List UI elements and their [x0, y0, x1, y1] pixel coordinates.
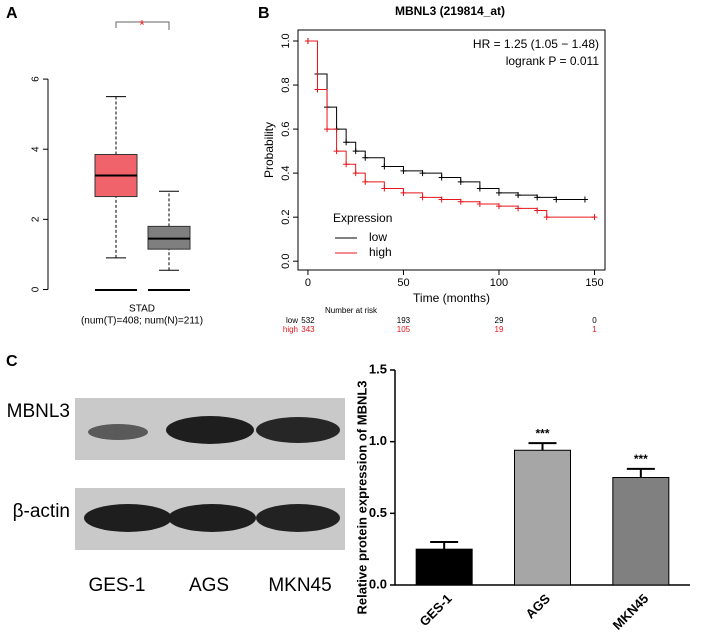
annotation: HR = 1.25 (1.05 − 1.48) [473, 37, 599, 51]
risk-row-label: high [283, 325, 298, 334]
x-label: STAD [129, 304, 155, 315]
significance: *** [535, 426, 549, 440]
survival-step [355, 150, 366, 158]
panel-label: B [258, 5, 270, 22]
survival-step [460, 181, 481, 189]
x-tick-label: MKN45 [610, 591, 652, 633]
plot-frame [297, 29, 606, 271]
x-tick-label: GES-1 [417, 591, 455, 629]
survival-step [479, 188, 500, 193]
western-blot [75, 398, 345, 550]
survival-step [317, 88, 328, 130]
risk-row-label: low [286, 316, 298, 325]
survival-step [307, 40, 318, 75]
risk-value: 19 [495, 325, 504, 334]
significance: * [139, 17, 145, 33]
bar [612, 477, 670, 586]
blot-lane-label: MKN45 [268, 575, 331, 596]
survival-step [327, 106, 338, 130]
blot-lane-label: GES-1 [88, 575, 145, 596]
y-tick-label: 0 [31, 286, 42, 292]
y-tick-label: 0.8 [280, 77, 292, 92]
panel-label: A [6, 5, 18, 22]
survival-step [441, 177, 462, 182]
survival-step [403, 192, 424, 198]
x-tick-label: 0 [305, 277, 311, 289]
survival-step [317, 73, 328, 108]
survival-step [336, 150, 347, 165]
y-tick-label: 4 [31, 146, 42, 152]
y-label: Relative protein expression of MBNL3 [354, 380, 369, 614]
legend-label: high [369, 245, 392, 259]
risk-value: 193 [397, 316, 411, 325]
subtitle: (num(T)=408; num(N)=211) [81, 316, 203, 327]
y-tick-label: 0.6 [280, 121, 292, 136]
blot-band [256, 504, 340, 532]
y-tick-label: 0.2 [280, 210, 292, 225]
survival-step [537, 210, 548, 218]
survival-step [384, 166, 404, 171]
blot-lane-label: AGS [189, 575, 229, 596]
survival-step [384, 188, 404, 193]
annotation: logrank P = 0.011 [506, 54, 600, 68]
x-tick-label: 50 [397, 277, 409, 289]
y-label: Probability [262, 122, 276, 178]
y-tick-label: 2 [31, 216, 42, 222]
legend-title: Expression [333, 211, 392, 225]
y-tick-label: 1.0 [369, 433, 387, 448]
blot-row-label: MBNL3 [7, 401, 70, 422]
survival-step [422, 172, 443, 178]
blot-band [166, 416, 254, 444]
survival-step [346, 163, 357, 174]
chart-title: MBNL3 (219814_at) [395, 4, 505, 18]
y-tick-label: 0.4 [280, 165, 292, 180]
survival-step [365, 181, 385, 189]
censor-mark [581, 196, 588, 203]
risk-value: 0 [592, 316, 597, 325]
survival-step [336, 128, 347, 143]
y-tick-label: 1.0 [280, 33, 292, 48]
risk-value: 29 [495, 316, 504, 325]
blot-band [88, 424, 148, 440]
y-tick-label: 0.0 [369, 576, 387, 591]
risk-value: 105 [397, 325, 411, 334]
y-tick-label: 0.5 [369, 505, 387, 520]
significance-bracket [115, 21, 170, 30]
legend-label: low [369, 230, 387, 244]
risk-value: 532 [301, 316, 315, 325]
survival-step [346, 141, 357, 152]
x-label: Time (months) [413, 291, 490, 305]
risk-value: 343 [301, 325, 315, 334]
risk-table-title: Number at risk [325, 306, 378, 315]
y-tick-label: 1.5 [369, 361, 387, 376]
blot-row-label: β-actin [13, 501, 70, 522]
survival-step [327, 128, 338, 152]
x-tick-label: AGS [523, 591, 554, 622]
censor-mark [591, 214, 598, 221]
risk-value: 1 [592, 325, 597, 334]
survival-step [307, 40, 318, 90]
blot-band [84, 504, 172, 532]
blot-band [256, 417, 340, 443]
significance: *** [634, 452, 648, 466]
survival-step [365, 157, 385, 167]
y-tick-label: 0.0 [280, 254, 292, 269]
bar [514, 449, 571, 586]
x-tick-label: 100 [490, 277, 508, 289]
survival-step [355, 172, 366, 182]
bar [415, 548, 473, 586]
panel-label: C [6, 353, 18, 370]
x-tick-label: 150 [585, 277, 603, 289]
y-tick-label: 6 [31, 76, 42, 82]
blot-band [168, 504, 256, 532]
